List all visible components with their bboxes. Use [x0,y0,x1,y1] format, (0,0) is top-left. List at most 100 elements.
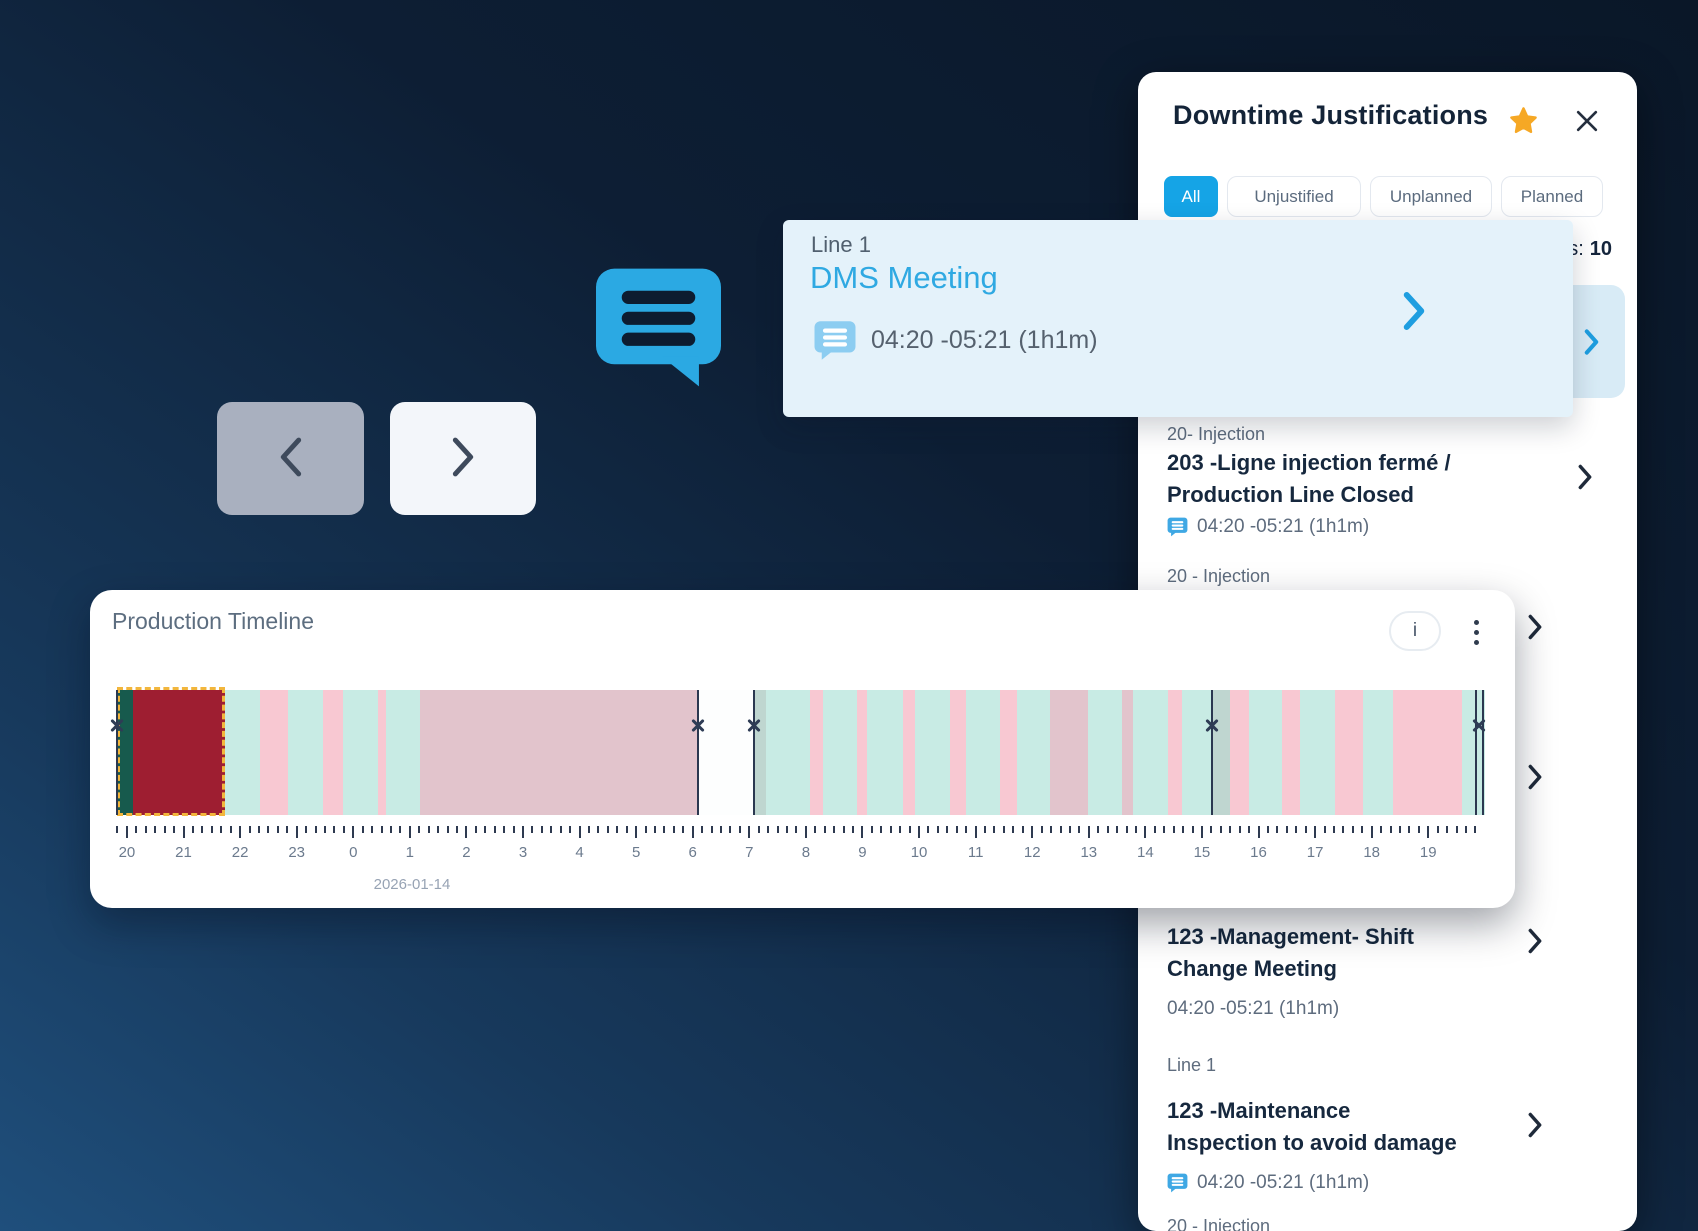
timeline-segment-down[interactable] [1281,690,1301,815]
timeline-segment-run[interactable] [1362,690,1393,815]
timeline-segment-selected[interactable] [133,690,225,815]
timeline-segment-down[interactable] [259,690,288,815]
axis-tick [927,826,930,833]
tab-unjustified[interactable]: Unjustified [1227,176,1361,217]
timeline-segment-run[interactable] [1133,690,1169,815]
axis-tick [1427,826,1430,838]
timeline-segment-run[interactable] [1088,690,1122,815]
next-button[interactable] [390,402,536,515]
chevron-right-icon[interactable] [1528,928,1542,959]
comment-icon [814,321,856,360]
chat-bubble-icon[interactable] [592,265,725,390]
axis-tick [427,826,430,833]
timeline-segment-down[interactable] [1335,690,1363,815]
count-value: 10 [1589,238,1612,260]
item-time: 04:20 -05:21 (1h1m) [1197,516,1370,537]
timeline-segment-run[interactable] [224,690,260,815]
axis-tick-label: 3 [518,844,528,861]
chevron-right-icon[interactable] [1578,464,1592,495]
timeline-segment-down[interactable] [856,690,867,815]
timeline-segment-gray_teal[interactable] [1211,690,1230,815]
chevron-right-icon[interactable] [1584,329,1599,360]
timeline-segment-run[interactable] [1249,690,1282,815]
prev-button[interactable] [217,402,364,515]
close-icon[interactable] [1576,110,1598,132]
timeline-segment-down[interactable] [1168,690,1182,815]
axis-tick [587,826,590,833]
axis-tick [691,826,694,838]
item-title-line[interactable]: Inspection to avoid damage [1167,1130,1457,1155]
timeline-segment-run[interactable] [342,690,378,815]
timeline-segment-down_dim[interactable] [1121,690,1133,815]
timeline-segment-run[interactable] [765,690,811,815]
timeline-segment-run[interactable] [914,690,950,815]
timeline-segment-run[interactable] [1181,690,1212,815]
timeline-segment-run[interactable] [1017,690,1050,815]
timeline-segment-run[interactable] [1300,690,1336,815]
axis-tick [191,826,194,833]
chevron-right-icon[interactable] [1528,764,1542,795]
tab-planned[interactable]: Planned [1501,176,1603,217]
axis-tick [361,826,364,833]
item-group-label: 20 - Injection [1167,566,1271,586]
axis-tick [936,826,939,833]
axis-tick [484,826,487,833]
timeline-segment-run[interactable] [823,690,857,815]
item-title-line[interactable]: Production Line Closed [1167,482,1414,507]
chevron-right-icon[interactable] [1528,1112,1542,1143]
chevron-right-icon[interactable] [1528,614,1542,645]
timeline-segment-gray_teal[interactable] [753,690,766,815]
axis-tick [446,826,449,833]
downtime-tooltip-card[interactable]: Line 1 DMS Meeting 04:20 -05:21 (1h1m) [783,220,1573,417]
axis-tick [1210,826,1213,833]
axis-tick [286,826,289,833]
timeline-segment-run[interactable] [385,690,420,815]
item-group-label: 20- Injection [1167,424,1266,444]
timeline-segment-down[interactable] [810,690,823,815]
timeline-segment-down[interactable] [1000,690,1017,815]
axis-tick [408,826,411,838]
timeline-segment-run[interactable] [965,690,1001,815]
timeline-x-marker [109,717,125,733]
kebab-menu-icon[interactable] [1470,616,1483,649]
axis-tick [955,826,958,833]
axis-tick [1464,826,1467,833]
item-title-line[interactable]: 123 -Management- Shift [1167,924,1414,949]
info-button[interactable]: i [1389,611,1441,651]
item-title-line[interactable]: 123 -Maintenance [1167,1098,1351,1123]
timeline-segment-run[interactable] [288,690,324,815]
timeline-segment-down_dim[interactable] [1049,690,1088,815]
item-title-line[interactable]: Change Meeting [1167,956,1337,981]
timeline-segment-down[interactable] [1230,690,1249,815]
axis-tick [965,826,968,833]
axis-tick [474,826,477,833]
timeline-segment-down[interactable] [903,690,915,815]
chevron-right-icon[interactable] [1403,292,1425,335]
timeline-segment-down[interactable] [323,690,343,815]
timeline-segment-down[interactable] [1392,690,1462,815]
tab-unplanned[interactable]: Unplanned [1370,176,1492,217]
axis-tick [305,826,308,833]
axis-tick-label: 10 [910,844,928,861]
axis-tick [1059,826,1062,833]
axis-tick [1144,826,1147,838]
axis-tick [1408,826,1411,833]
favorite-star-icon[interactable] [1509,106,1538,135]
axis-tick [455,826,458,833]
axis-tick-label: 23 [288,844,305,861]
timeline-segment-down_dim[interactable] [420,690,698,815]
axis-tick [1342,826,1345,833]
timeline-segment-down[interactable] [378,690,386,815]
axis-tick-label: 13 [1080,844,1098,861]
axis-tick [889,826,892,833]
axis-tick [418,826,421,833]
timeline-segment-gap[interactable] [697,690,754,815]
timeline-segment-down[interactable] [949,690,966,815]
timeline-segment-run[interactable] [866,690,904,815]
axis-tick [1295,826,1298,833]
item-title-line[interactable]: 203 -Ligne injection fermé / [1167,450,1451,475]
item-group-label: Line 1 [1167,1055,1217,1075]
tab-all[interactable]: All [1164,176,1218,217]
timeline-plot[interactable] [116,687,1485,816]
axis-tick [323,826,326,833]
